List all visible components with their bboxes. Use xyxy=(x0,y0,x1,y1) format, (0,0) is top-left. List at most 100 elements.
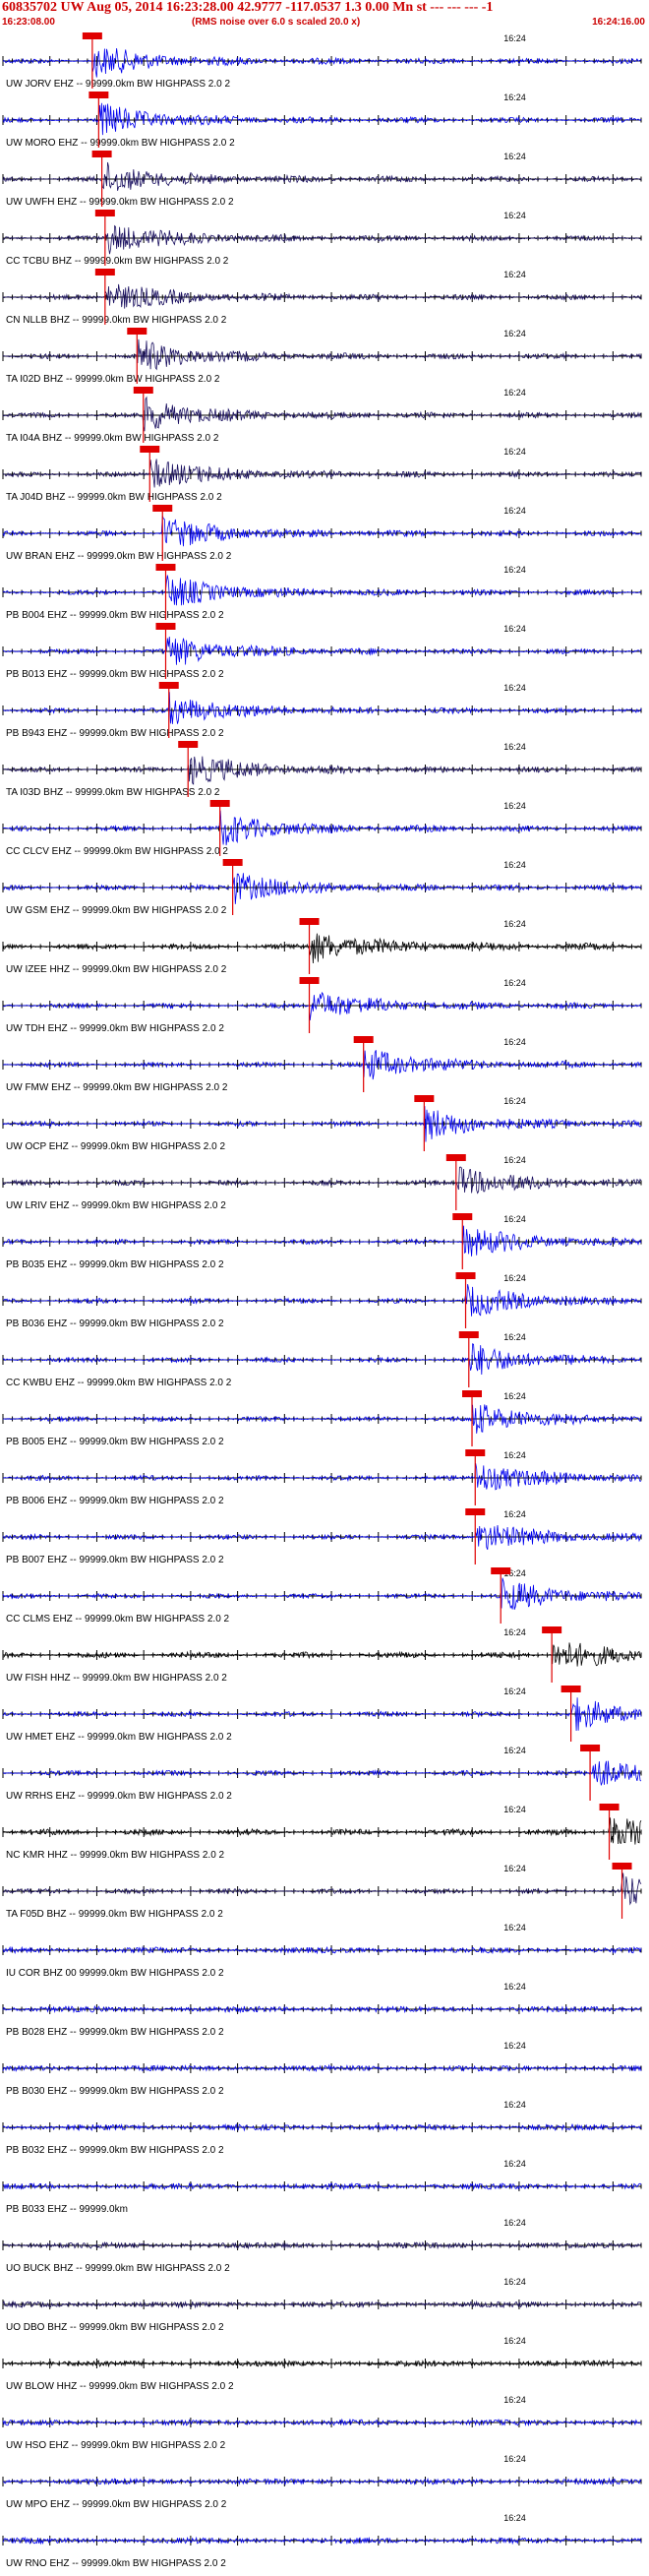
pick-flag xyxy=(91,151,112,157)
waveform xyxy=(2,1760,642,1786)
station-label: PB B028 EHZ -- 99999.0km BW HIGHPASS 2.0… xyxy=(6,2027,224,2038)
trace-13: CC CLCV EHZ -- 99999.0km BW HIGHPASS 2.0… xyxy=(2,800,642,857)
trace-3: CC TCBU BHZ -- 99999.0km BW HIGHPASS 2.0… xyxy=(2,210,642,267)
time-marker-label: 16:24 xyxy=(503,565,526,575)
waveform xyxy=(2,1945,642,1955)
trace-9: PB B004 EHZ -- 99999.0km BW HIGHPASS 2.0… xyxy=(2,564,642,621)
trace-22: CC KWBU EHZ -- 99999.0km BW HIGHPASS 2.0… xyxy=(2,1331,642,1388)
waveform xyxy=(2,810,642,846)
station-label: UW JORV EHZ -- 99999.0km BW HIGHPASS 2.0… xyxy=(6,79,230,90)
time-marker-label: 16:24 xyxy=(503,1332,526,1342)
trace-30: NC KMR HHZ -- 99999.0km BW HIGHPASS 2.0 … xyxy=(2,1804,642,1861)
time-marker-label: 16:24 xyxy=(503,1864,526,1873)
time-marker-label: 16:24 xyxy=(503,683,526,693)
record-header-title: 60835702 UW Aug 05, 2014 16:23:28.00 42.… xyxy=(2,0,494,15)
waveform xyxy=(2,1817,642,1845)
pick-flag xyxy=(465,1508,486,1515)
end-time-label: 16:24:16.00 xyxy=(592,17,645,28)
time-marker-label: 16:24 xyxy=(503,978,526,988)
pick-flag xyxy=(560,1686,581,1692)
waveform xyxy=(2,161,642,191)
time-marker-label: 16:24 xyxy=(503,2513,526,2523)
pick-flag xyxy=(445,1154,466,1161)
waveform xyxy=(2,933,642,964)
waveform xyxy=(2,2122,642,2132)
pick-flag xyxy=(612,1863,632,1870)
time-marker-label: 16:24 xyxy=(503,388,526,398)
waveform xyxy=(2,991,642,1021)
station-label: UW UWFH EHZ -- 99999.0km BW HIGHPASS 2.0… xyxy=(6,197,234,208)
waveform xyxy=(2,637,642,665)
waveform xyxy=(2,1343,642,1376)
time-marker-label: 16:24 xyxy=(503,919,526,929)
pick-flag xyxy=(299,918,320,925)
trace-24: PB B006 EHZ -- 99999.0km BW HIGHPASS 2.0… xyxy=(2,1449,642,1506)
waveform xyxy=(2,102,642,136)
time-marker-label: 16:24 xyxy=(503,211,526,220)
station-label: UW MPO EHZ -- 99999.0km BW HIGHPASS 2.0 … xyxy=(6,2499,227,2510)
time-marker-label: 16:24 xyxy=(503,2100,526,2110)
station-label: UW HMET EHZ -- 99999.0km BW HIGHPASS 2.0… xyxy=(6,1732,232,1743)
station-label: TA I03D BHZ -- 99999.0km BW HIGHPASS 2.0… xyxy=(6,787,220,798)
trace-29: UW RRHS EHZ -- 99999.0km BW HIGHPASS 2.0… xyxy=(2,1745,642,1802)
time-marker-label: 16:24 xyxy=(503,1509,526,1519)
waveform xyxy=(2,1577,642,1610)
station-label: UW BLOW HHZ -- 99999.0km BW HIGHPASS 2.0… xyxy=(6,2381,234,2392)
pick-flag xyxy=(152,505,173,512)
time-marker-label: 16:24 xyxy=(503,2395,526,2405)
station-label: PB B030 EHZ -- 99999.0km BW HIGHPASS 2.0… xyxy=(6,2086,224,2097)
station-label: UW HSO EHZ -- 99999.0km BW HIGHPASS 2.0 … xyxy=(6,2440,226,2451)
station-label: UW BRAN EHZ -- 99999.0km BW HIGHPASS 2.0… xyxy=(6,551,232,562)
station-label: PB B035 EHZ -- 99999.0km BW HIGHPASS 2.0… xyxy=(6,1259,224,1270)
trace-16: UW TDH EHZ -- 99999.0km BW HIGHPASS 2.0 … xyxy=(2,977,642,1034)
station-label: CC TCBU BHZ -- 99999.0km BW HIGHPASS 2.0… xyxy=(6,256,229,267)
pick-flag xyxy=(580,1745,601,1751)
station-label: UO BUCK BHZ -- 99999.0km BW HIGHPASS 2.0… xyxy=(6,2263,230,2274)
trace-6: TA I04A BHZ -- 99999.0km BW HIGHPASS 2.0… xyxy=(2,387,642,444)
pick-flag xyxy=(452,1213,473,1220)
time-marker-label: 16:24 xyxy=(503,152,526,161)
trace-1: UW MORO EHZ -- 99999.0km BW HIGHPASS 2.0… xyxy=(2,92,642,149)
waveform xyxy=(2,338,642,371)
time-marker-label: 16:24 xyxy=(503,33,526,43)
trace-0: UW JORV EHZ -- 99999.0km BW HIGHPASS 2.0… xyxy=(2,32,642,90)
station-label: UW TDH EHZ -- 99999.0km BW HIGHPASS 2.0 … xyxy=(6,1023,224,1034)
trace-31: TA F05D BHZ -- 99999.0km BW HIGHPASS 2.0… xyxy=(2,1863,642,1920)
pick-flag xyxy=(133,387,153,394)
station-label: UW OCP EHZ -- 99999.0km BW HIGHPASS 2.0 … xyxy=(6,1141,225,1152)
waveform xyxy=(2,2418,642,2427)
pick-flag xyxy=(209,800,230,807)
time-marker-label: 16:24 xyxy=(503,1214,526,1224)
waveform xyxy=(2,2004,642,2014)
trace-23: PB B005 EHZ -- 99999.0km BW HIGHPASS 2.0… xyxy=(2,1390,642,1447)
trace-4: CN NLLB BHZ -- 99999.0km BW HIGHPASS 2.0… xyxy=(2,269,642,326)
station-label: PB B943 EHZ -- 99999.0km BW HIGHPASS 2.0… xyxy=(6,728,224,739)
time-marker-label: 16:24 xyxy=(503,329,526,338)
station-label: CC CLCV EHZ -- 99999.0km BW HIGHPASS 2.0… xyxy=(6,846,228,857)
pick-flag xyxy=(178,741,199,748)
time-marker-label: 16:24 xyxy=(503,1687,526,1696)
station-label: CC CLMS EHZ -- 99999.0km BW HIGHPASS 2.0… xyxy=(6,1614,230,1625)
pick-flag xyxy=(222,859,243,866)
station-label: PB B007 EHZ -- 99999.0km BW HIGHPASS 2.0… xyxy=(6,1555,224,1565)
station-label: PB B033 EHZ -- 99999.0km xyxy=(6,2204,128,2215)
waveform xyxy=(2,2063,642,2073)
station-label: CN NLLB BHZ -- 99999.0km BW HIGHPASS 2.0… xyxy=(6,315,227,326)
waveform xyxy=(2,873,642,904)
station-label: TA I04A BHZ -- 99999.0km BW HIGHPASS 2.0… xyxy=(6,433,219,444)
waveform xyxy=(2,224,642,255)
pick-flag xyxy=(458,1331,479,1338)
waveform xyxy=(2,1872,642,1906)
station-label: UW FMW EHZ -- 99999.0km BW HIGHPASS 2.0 … xyxy=(6,1082,228,1093)
time-marker-label: 16:24 xyxy=(503,506,526,516)
waveform xyxy=(2,396,642,432)
station-label: CC KWBU EHZ -- 99999.0km BW HIGHPASS 2.0… xyxy=(6,1378,232,1388)
trace-18: UW OCP EHZ -- 99999.0km BW HIGHPASS 2.0 … xyxy=(2,1095,642,1152)
waveform xyxy=(2,1284,642,1317)
waveform xyxy=(2,575,642,606)
pick-flag xyxy=(455,1272,476,1279)
waveform xyxy=(2,1106,642,1142)
waveform xyxy=(2,1166,642,1195)
trace-27: UW FISH HHZ -- 99999.0km BW HIGHPASS 2.0… xyxy=(2,1626,642,1684)
waveform xyxy=(2,459,642,488)
